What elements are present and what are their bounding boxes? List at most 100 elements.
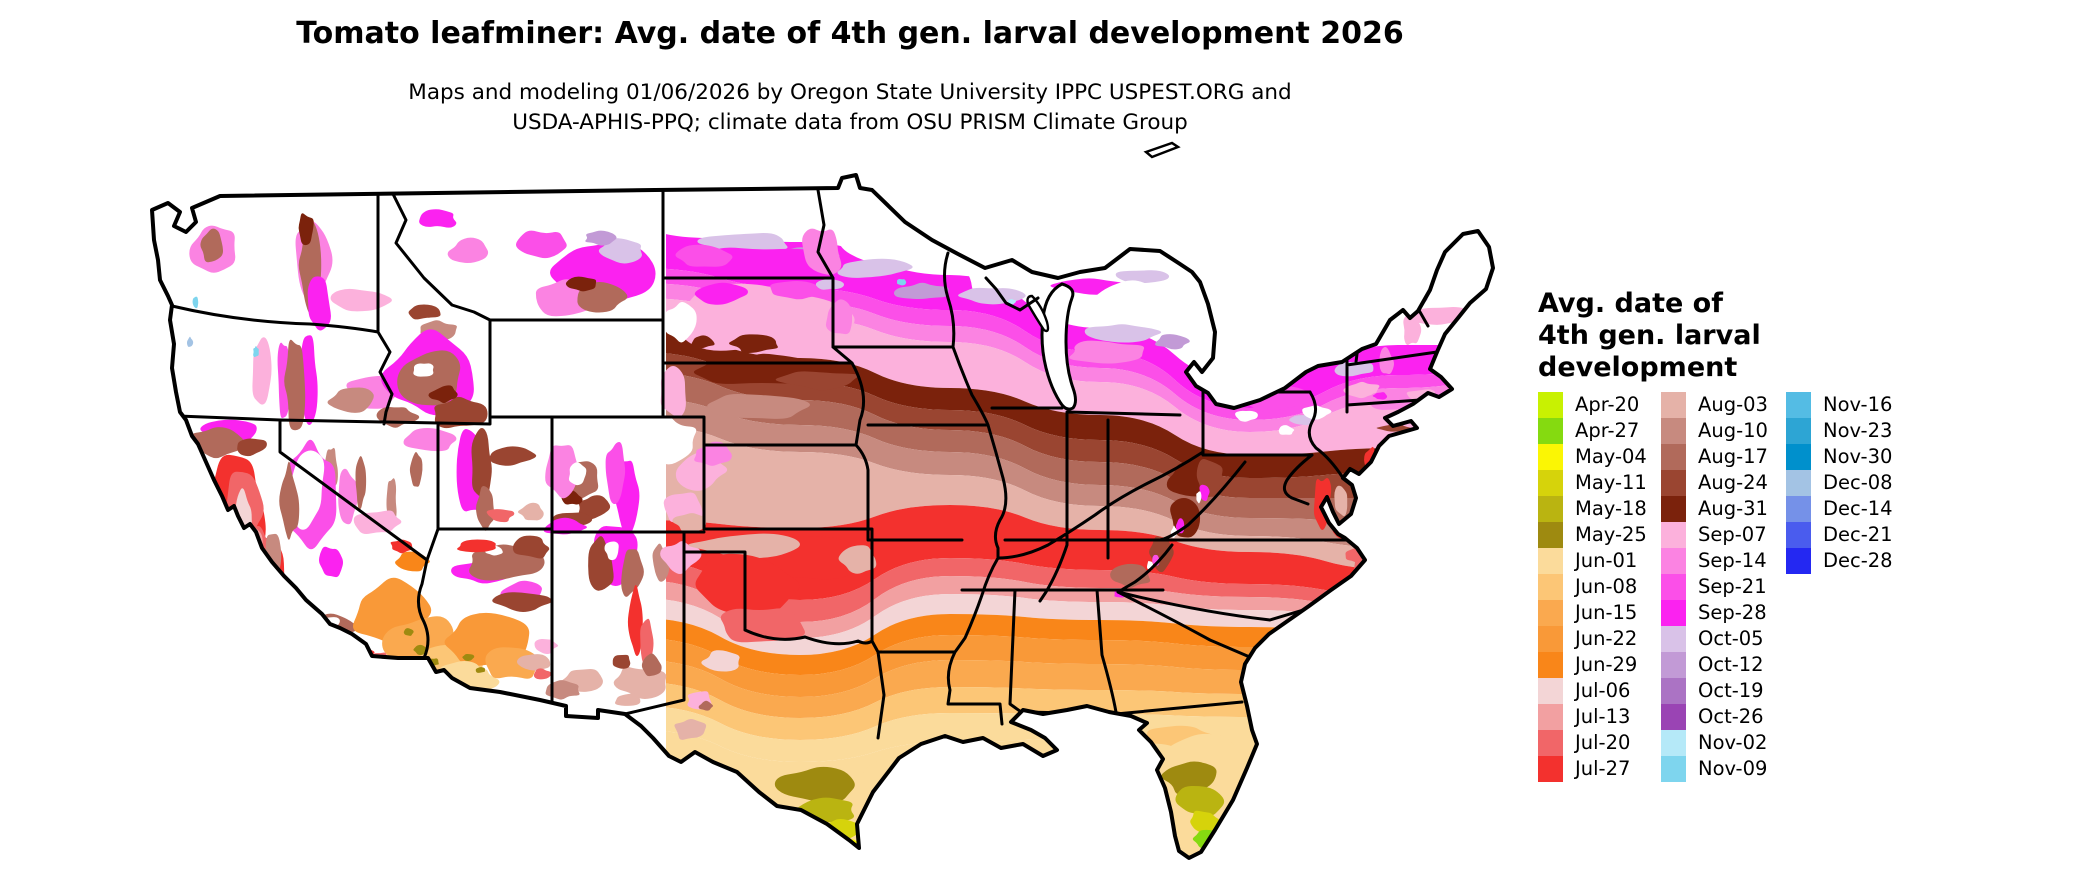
- isle-royale: [1143, 141, 1181, 159]
- legend-label: Jul-27: [1575, 757, 1631, 780]
- lake-michigan: [1040, 282, 1077, 411]
- legend-label: Aug-31: [1698, 497, 1768, 520]
- legend-entry: Sep-21: [1661, 574, 1768, 600]
- raster-band-sep-14: [640, 283, 1493, 432]
- legend-label: Nov-09: [1698, 757, 1768, 780]
- legend-entry: Dec-08: [1786, 470, 1893, 496]
- legend-swatch: [1661, 600, 1686, 626]
- legend-entry: Jul-06: [1538, 678, 1647, 704]
- legend-entry: Sep-28: [1661, 600, 1768, 626]
- raster-band-aug-03: [640, 425, 1493, 570]
- legend-entry: Dec-28: [1786, 548, 1893, 574]
- legend-entry: Nov-30: [1786, 444, 1893, 470]
- legend-swatch: [1538, 574, 1563, 600]
- legend-entry: Oct-26: [1661, 704, 1768, 730]
- raster-band-aug-17: [640, 372, 1493, 522]
- legend-entry: May-18: [1538, 496, 1647, 522]
- legend-label: Jun-01: [1575, 549, 1638, 572]
- legend-label: Oct-19: [1698, 679, 1764, 702]
- raster-band-jul-20: [640, 558, 1493, 622]
- legend-swatch: [1786, 444, 1811, 470]
- legend-swatch: [1538, 704, 1563, 730]
- legend-entry: Dec-21: [1786, 522, 1893, 548]
- legend-label: Jun-08: [1575, 575, 1638, 598]
- legend-swatch: [1538, 496, 1563, 522]
- legend-label: Sep-07: [1698, 523, 1767, 546]
- raster-band-jul-06: [640, 594, 1493, 655]
- legend-label: Jul-06: [1575, 679, 1631, 702]
- legend-swatch: [1661, 730, 1686, 756]
- legend-entry: Jul-13: [1538, 704, 1647, 730]
- legend-swatch: [1538, 730, 1563, 756]
- legend-label: Sep-28: [1698, 601, 1767, 624]
- legend-entry: May-25: [1538, 522, 1647, 548]
- legend-column: Apr-20 Apr-27 May-04 May-11 May-18 May-25 Jun-…: [1538, 392, 1647, 782]
- legend-column: Aug-03 Aug-10 Aug-17 Aug-24 Aug-31 Sep-07 Sep-…: [1661, 392, 1768, 782]
- legend-label: Nov-16: [1823, 393, 1893, 416]
- raster-band-aug-31: [640, 330, 1493, 478]
- legend-swatch: [1786, 470, 1811, 496]
- legend-swatch: [1661, 626, 1686, 652]
- legend-label: Dec-21: [1823, 523, 1893, 546]
- legend-swatch: [1661, 574, 1686, 600]
- legend-label: Apr-27: [1575, 419, 1640, 442]
- legend-label: May-04: [1575, 445, 1647, 468]
- legend-entry: Sep-14: [1661, 548, 1768, 574]
- legend-entry: Oct-05: [1661, 626, 1768, 652]
- legend-swatch: [1786, 548, 1811, 574]
- legend-label: Jun-29: [1575, 653, 1638, 676]
- legend-swatch: [1538, 652, 1563, 678]
- legend-entry: Jun-08: [1538, 574, 1647, 600]
- legend-column: Nov-16 Nov-23 Nov-30 Dec-08 Dec-14 Dec-21 Dec-…: [1786, 392, 1893, 574]
- legend-entry: Sep-07: [1661, 522, 1768, 548]
- legend: Avg. date of 4th gen. larval development…: [1538, 288, 2098, 782]
- legend-swatch: [1538, 418, 1563, 444]
- legend-swatch: [1538, 392, 1563, 418]
- state-borders: [170, 188, 1439, 740]
- legend-entry: May-11: [1538, 470, 1647, 496]
- legend-entry: Oct-12: [1661, 652, 1768, 678]
- legend-label: May-11: [1575, 471, 1647, 494]
- legend-label: Nov-30: [1823, 445, 1893, 468]
- legend-title: Avg. date of 4th gen. larval development: [1538, 288, 2098, 384]
- legend-label: Jun-15: [1575, 601, 1638, 624]
- legend-entry: Jun-15: [1538, 600, 1647, 626]
- legend-swatch: [1661, 470, 1686, 496]
- legend-title-line: development: [1538, 352, 1738, 383]
- legend-entry: Nov-02: [1661, 730, 1768, 756]
- raster-band-jul-13: [640, 576, 1493, 638]
- legend-entry: Jul-27: [1538, 756, 1647, 782]
- legend-label: Oct-05: [1698, 627, 1764, 650]
- raster-band-sep-07: [640, 298, 1493, 455]
- legend-label: Sep-14: [1698, 549, 1767, 572]
- legend-entry: Jul-20: [1538, 730, 1647, 756]
- legend-label: Aug-03: [1698, 393, 1768, 416]
- legend-swatch: [1661, 756, 1686, 782]
- legend-label: Apr-20: [1575, 393, 1640, 416]
- legend-label: Oct-12: [1698, 653, 1764, 676]
- subtitle-line-1: Maps and modeling 01/06/2026 by Oregon S…: [408, 80, 1292, 105]
- legend-label: Oct-26: [1698, 705, 1764, 728]
- legend-title-line: Avg. date of: [1538, 288, 1723, 319]
- legend-swatch: [1786, 496, 1811, 522]
- legend-label: May-25: [1575, 523, 1647, 546]
- legend-title-line: 4th gen. larval: [1538, 320, 1761, 351]
- legend-entry: Apr-27: [1538, 418, 1647, 444]
- legend-label: Sep-21: [1698, 575, 1767, 598]
- legend-entry: Nov-16: [1786, 392, 1893, 418]
- legend-swatch: [1538, 470, 1563, 496]
- legend-entry: Dec-14: [1786, 496, 1893, 522]
- legend-entry: Jun-22: [1538, 626, 1647, 652]
- legend-swatch: [1538, 678, 1563, 704]
- legend-swatch: [1538, 548, 1563, 574]
- legend-swatch: [1661, 652, 1686, 678]
- legend-swatch: [1661, 418, 1686, 444]
- legend-label: Aug-10: [1698, 419, 1768, 442]
- subtitle-line-2: USDA-APHIS-PPQ; climate data from OSU PR…: [512, 110, 1188, 135]
- legend-swatch: [1538, 756, 1563, 782]
- legend-label: Aug-24: [1698, 471, 1768, 494]
- page-title: Tomato leafminer: Avg. date of 4th gen. …: [296, 16, 1404, 51]
- legend-swatch: [1538, 600, 1563, 626]
